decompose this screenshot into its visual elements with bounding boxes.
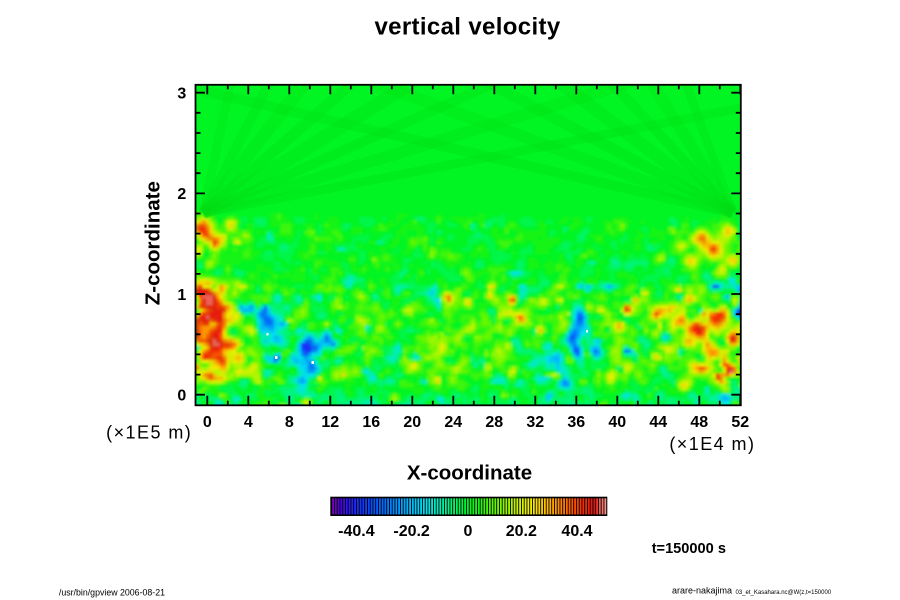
svg-text:(×1E4 m): (×1E4 m) [669, 434, 755, 454]
svg-text:-20.2: -20.2 [393, 523, 430, 540]
svg-text:12: 12 [321, 414, 339, 431]
svg-text:24: 24 [444, 414, 462, 431]
svg-text:(×1E5 m): (×1E5 m) [106, 423, 192, 443]
svg-text:-40.4: -40.4 [338, 523, 375, 540]
svg-text:32: 32 [526, 414, 544, 431]
svg-text:vertical velocity: vertical velocity [374, 14, 560, 41]
svg-text:8: 8 [285, 414, 294, 431]
svg-text:16: 16 [362, 414, 380, 431]
svg-text:4: 4 [244, 414, 253, 431]
svg-text:20: 20 [403, 414, 421, 431]
svg-text:0: 0 [177, 388, 186, 405]
svg-text:0: 0 [464, 523, 473, 540]
svg-text:52: 52 [731, 414, 749, 431]
svg-text:20.2: 20.2 [506, 523, 537, 540]
svg-text:3: 3 [177, 86, 186, 103]
svg-text:arare-nakajima: arare-nakajima [672, 586, 732, 596]
svg-text:X-coordinate: X-coordinate [407, 462, 532, 485]
svg-text:t=150000 s: t=150000 s [652, 541, 726, 557]
svg-text:48: 48 [690, 414, 708, 431]
svg-text:36: 36 [567, 414, 585, 431]
svg-text:1: 1 [177, 287, 186, 304]
svg-text:Z-coordinate: Z-coordinate [142, 181, 165, 305]
svg-text:28: 28 [485, 414, 503, 431]
svg-text:0: 0 [203, 414, 212, 431]
svg-text:/usr/bin/gpview 2006-08-21: /usr/bin/gpview 2006-08-21 [59, 588, 165, 598]
svg-text:40.4: 40.4 [561, 523, 592, 540]
svg-text:40: 40 [608, 414, 626, 431]
svg-text:03_et_Kasahara.nc@W(z,t=150000: 03_et_Kasahara.nc@W(z,t=150000 [736, 590, 832, 596]
svg-text:2: 2 [177, 186, 186, 203]
svg-text:44: 44 [649, 414, 667, 431]
